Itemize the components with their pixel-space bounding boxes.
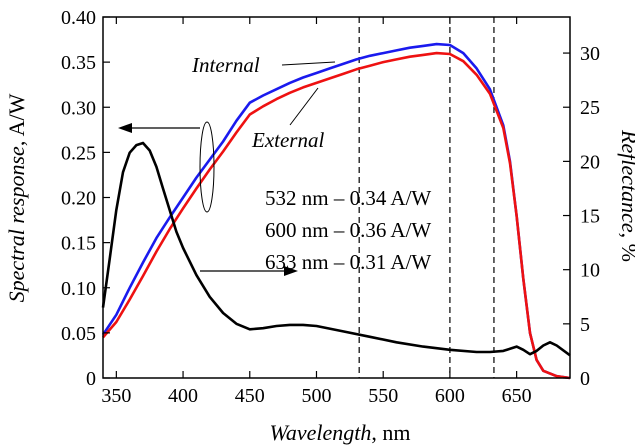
y-right-tick-label: 25	[580, 97, 600, 119]
y-left-tick-label: 0.15	[61, 233, 96, 255]
plot-frame	[102, 16, 571, 379]
y-right-tick-label: 15	[580, 206, 600, 228]
y-right-tick-label: 5	[580, 314, 590, 336]
right-axis-arrowhead	[284, 266, 298, 276]
right-y-axis-title: Reflectance, %	[617, 129, 635, 262]
y-left-tick-label: 0.40	[61, 7, 96, 29]
y-left-tick-label: 0.20	[61, 188, 96, 210]
right-axis-tick-labels: 0 5 10 15 20 25 30	[580, 43, 600, 390]
internal-label: Internal	[191, 53, 260, 77]
y-left-tick-label: 0.25	[61, 142, 96, 164]
series-line-reflectance	[101, 141, 571, 357]
y-right-tick-label: 20	[580, 151, 600, 173]
left-y-axis-title: Spectral response, A/W	[4, 93, 29, 302]
y-right-tick-label: 30	[580, 43, 600, 65]
x-tick-label: 350	[101, 385, 131, 407]
y-left-tick-label: 0	[86, 368, 96, 390]
x-tick-label: 600	[435, 385, 465, 407]
left-axis-indicator-ellipse	[199, 121, 215, 213]
left-axis-tick-labels: 0 0.05 0.10 0.15 0.20 0.25 0.30 0.35 0.40	[61, 7, 96, 390]
annotation-532: 532 nm – 0.34 A/W	[265, 186, 431, 210]
y-left-tick-label: 0.35	[61, 52, 96, 74]
x-axis-title: Wavelength, nm	[270, 420, 411, 445]
series-line-external	[102, 51, 571, 380]
y-left-tick-label: 0.30	[61, 97, 96, 119]
annotation-600: 600 nm – 0.36 A/W	[265, 218, 431, 242]
annotation-633: 633 nm – 0.31 A/W	[265, 250, 431, 274]
external-label: External	[251, 128, 324, 152]
external-leader-line	[289, 87, 319, 126]
x-tick-label: 500	[301, 385, 331, 407]
dashed-marker-lines	[358, 17, 495, 378]
x-tick-label: 450	[235, 385, 265, 407]
data-series	[101, 42, 571, 380]
y-right-tick-label: 10	[580, 260, 600, 282]
x-tick-label: 400	[168, 385, 198, 407]
y-left-tick-label: 0.05	[61, 323, 96, 345]
x-axis-tick-labels: 350 400 450 500 550 600 650	[101, 385, 531, 407]
x-tick-label: 550	[368, 385, 398, 407]
internal-leader-line	[281, 61, 336, 66]
y-left-tick-label: 0.10	[61, 278, 96, 300]
left-axis-arrowhead	[118, 123, 132, 133]
y-right-tick-label: 0	[580, 368, 590, 390]
x-tick-label: 650	[502, 385, 532, 407]
series-line-internal	[101, 42, 571, 380]
